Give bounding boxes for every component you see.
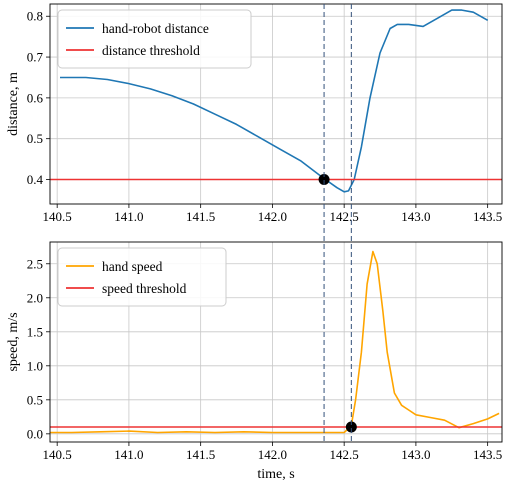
legend-label: hand speed	[102, 259, 163, 274]
y-tick-label: 1.0	[27, 358, 43, 373]
x-tick-label: 143.5	[473, 209, 502, 224]
x-tick-label: 141.5	[186, 209, 215, 224]
x-tick-label: 142.0	[258, 209, 287, 224]
y-tick-label: 0.4	[27, 172, 44, 187]
x-tick-label: 143.5	[473, 447, 502, 462]
y-tick-label: 0.5	[27, 131, 43, 146]
x-tick-label: 142.5	[330, 447, 359, 462]
legend-label: speed threshold	[102, 281, 187, 296]
threshold-crossing-marker	[318, 174, 330, 186]
y-tick-label: 0.6	[27, 90, 44, 105]
y-tick-label: 2.5	[27, 256, 43, 271]
speed-panel: 140.5 141.0 141.5 142.0 142.5 143.0 143.5 0.0 0.…	[6, 241, 503, 482]
x-tick-label: 141.0	[114, 209, 143, 224]
x-tick-label: 141.5	[186, 447, 215, 462]
x-tick-label: 142.5	[330, 209, 359, 224]
y-axis-label: distance, m	[6, 72, 21, 136]
legend-label: hand-robot distance	[102, 21, 209, 36]
event-lines	[323, 4, 352, 442]
x-tick-label: 140.5	[43, 447, 72, 462]
hand-speed-line	[50, 250, 500, 434]
y-tick-label: 2.0	[27, 290, 43, 305]
x-tick-label: 143.0	[401, 209, 430, 224]
y-tick-label: 0.5	[27, 392, 43, 407]
x-tick-label: 141.0	[114, 447, 143, 462]
series-group	[50, 9, 502, 193]
x-tick-label: 143.0	[401, 447, 430, 462]
threshold-crossing-marker	[345, 421, 357, 433]
series-group	[50, 250, 502, 434]
axes-frame	[49, 3, 503, 205]
y-axis-label: speed, m/s	[6, 312, 21, 371]
x-tick-label: 140.5	[43, 209, 72, 224]
legend-box	[57, 9, 252, 69]
legend-box	[57, 247, 227, 307]
y-tick-label: 0.8	[27, 9, 43, 24]
legend-label: distance threshold	[102, 43, 200, 58]
axes-frame	[49, 241, 503, 443]
hand-robot-distance-line	[60, 9, 489, 193]
y-tick-label: 0.7	[27, 50, 44, 65]
x-axis-label: time, s	[257, 467, 294, 482]
distance-panel: 140.5 141.0 141.5 142.0 142.5 143.0 143.5 0.4 0.…	[6, 3, 503, 224]
y-tick-label: 1.5	[27, 324, 43, 339]
x-tick-label: 142.0	[258, 447, 287, 462]
y-tick-label: 0.0	[27, 426, 43, 441]
